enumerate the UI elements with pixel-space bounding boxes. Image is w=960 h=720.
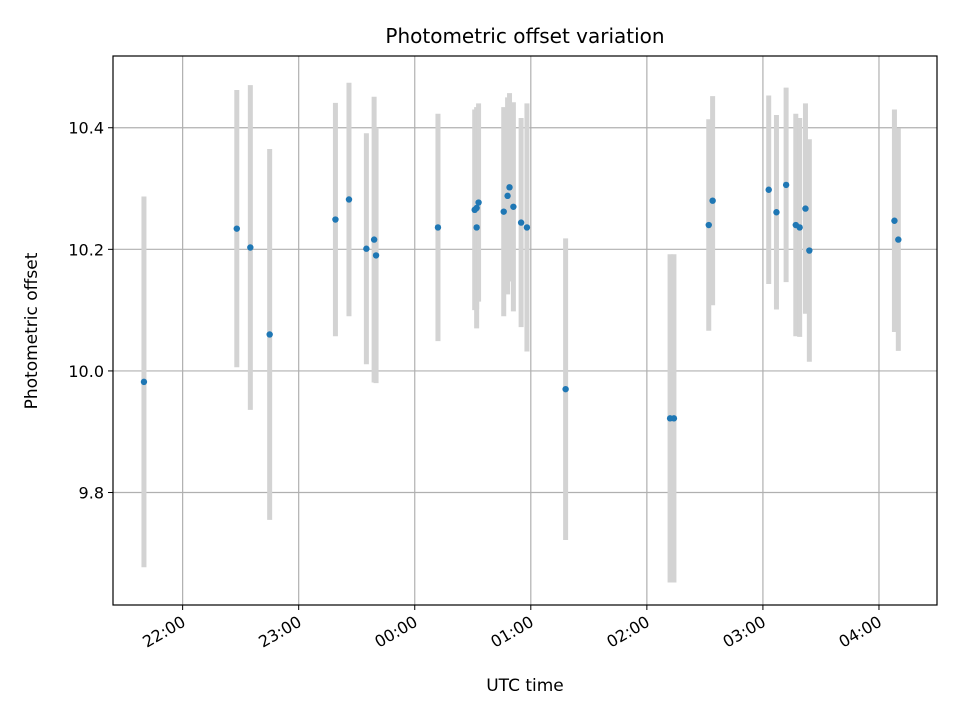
data-point: [765, 186, 772, 193]
data-point: [363, 245, 370, 252]
data-point: [473, 224, 480, 231]
data-point: [506, 184, 513, 191]
data-point: [370, 236, 378, 243]
data-point: [895, 236, 902, 243]
x-axis-title: UTC time: [486, 676, 564, 696]
plot-frame: [112, 55, 938, 606]
data-point: [891, 217, 898, 224]
x-tick-label: 03:00: [719, 612, 768, 652]
x-tick-label: 23:00: [255, 612, 304, 652]
x-tick-label: 01:00: [487, 612, 536, 652]
x-tick-label: 22:00: [139, 612, 188, 652]
data-point: [434, 224, 442, 231]
data-point: [233, 225, 240, 232]
data-point: [796, 224, 803, 231]
x-axis: 22:00 23:00 00:00 01:00 02:00 03:00 04:00: [139, 605, 885, 652]
data-point: [332, 216, 339, 223]
data-point: [266, 331, 273, 338]
data-point: [517, 219, 525, 226]
data-point: [500, 208, 507, 215]
data-point: [523, 224, 531, 231]
data-point: [705, 221, 712, 229]
data-point: [670, 415, 678, 422]
data-point: [709, 197, 716, 204]
data-point: [504, 192, 511, 200]
chart-title: Photometric offset variation: [385, 24, 664, 48]
data-point: [345, 196, 353, 203]
data-point: [802, 205, 809, 212]
data-point: [773, 209, 780, 216]
y-tick-label: 10.4: [68, 119, 104, 138]
y-axis: 9.8 10.0 10.2 10.4: [68, 119, 113, 503]
error-bars: [141, 82, 901, 583]
y-tick-label: 10.0: [68, 362, 104, 381]
data-point: [475, 199, 482, 206]
data-point: [140, 378, 148, 386]
x-tick-label: 04:00: [836, 612, 885, 652]
x-tick-label: 02:00: [603, 612, 652, 652]
y-tick-label: 9.8: [79, 484, 104, 503]
data-points: [140, 181, 902, 422]
data-point: [806, 247, 813, 254]
data-point: [562, 385, 569, 393]
data-point: [372, 252, 380, 259]
y-axis-title: Photometric offset: [22, 252, 42, 409]
x-tick-label: 00:00: [371, 612, 420, 652]
data-point: [782, 181, 790, 189]
data-point: [510, 203, 517, 210]
y-tick-label: 10.2: [68, 240, 104, 259]
data-point: [473, 204, 480, 212]
data-point: [247, 244, 254, 251]
